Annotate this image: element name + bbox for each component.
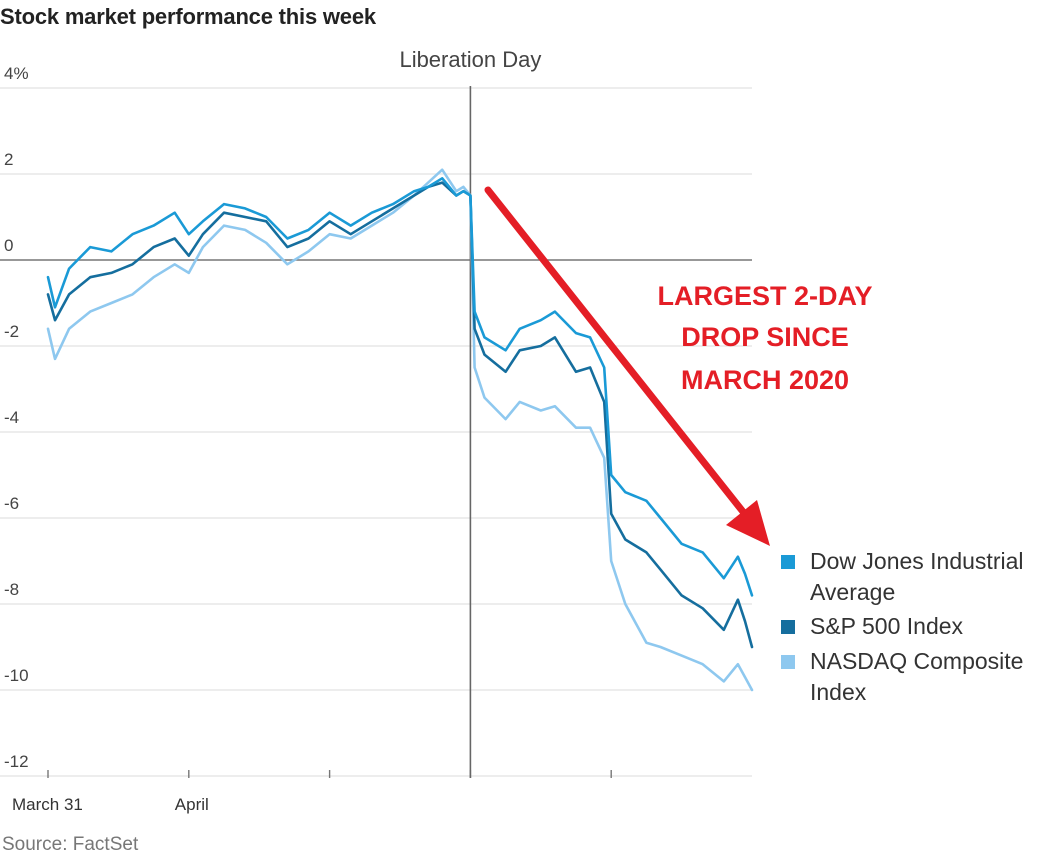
y-tick-label: -6	[4, 494, 19, 513]
arrow-head	[726, 500, 770, 546]
callout-line: LARGEST 2-DAY	[657, 281, 872, 311]
y-tick-label: 4%	[4, 64, 29, 83]
callout-arrow	[484, 186, 770, 546]
legend-swatch	[781, 655, 795, 669]
callout-line: MARCH 2020	[681, 365, 849, 395]
callout-line: DROP SINCE	[681, 322, 849, 352]
y-tick-label: -12	[4, 752, 29, 771]
series-line	[46, 168, 754, 692]
y-tick-label: -10	[4, 666, 29, 685]
legend-label: Average	[810, 579, 895, 605]
callout-text: LARGEST 2-DAY DROP SINCE MARCH 2020	[657, 281, 872, 395]
source-note: Source: FactSet	[2, 834, 139, 855]
liberation-day-marker: Liberation Day	[399, 47, 541, 778]
legend-swatch	[781, 620, 795, 634]
gridlines	[0, 87, 752, 777]
legend: Dow Jones Industrial Average S&P 500 Index…	[781, 548, 1024, 705]
y-tick-label: -4	[4, 408, 19, 427]
y-tick-label: 0	[4, 236, 13, 255]
legend-label: NASDAQ Composite	[810, 648, 1023, 674]
liberation-day-label: Liberation Day	[399, 47, 541, 72]
y-axis-tick-labels: 4% 2 0 -2 -4 -6 -8 -10 -12	[4, 64, 29, 771]
chart-title: Stock market performance this week	[0, 4, 376, 29]
y-tick-label: -8	[4, 580, 19, 599]
legend-label: S&P 500 Index	[810, 613, 964, 639]
legend-label: Index	[810, 679, 867, 705]
legend-swatch	[781, 555, 795, 569]
arrow-shaft	[484, 186, 748, 517]
x-tick-label: March 31	[12, 795, 83, 814]
y-tick-label: 2	[4, 150, 13, 169]
y-tick-label: -2	[4, 322, 19, 341]
x-tick-label: April	[175, 795, 209, 814]
series-line	[46, 181, 754, 649]
series-lines	[46, 168, 754, 692]
x-axis: March 31 April	[12, 770, 612, 814]
legend-label: Dow Jones Industrial	[810, 548, 1024, 574]
series-line	[46, 177, 754, 597]
